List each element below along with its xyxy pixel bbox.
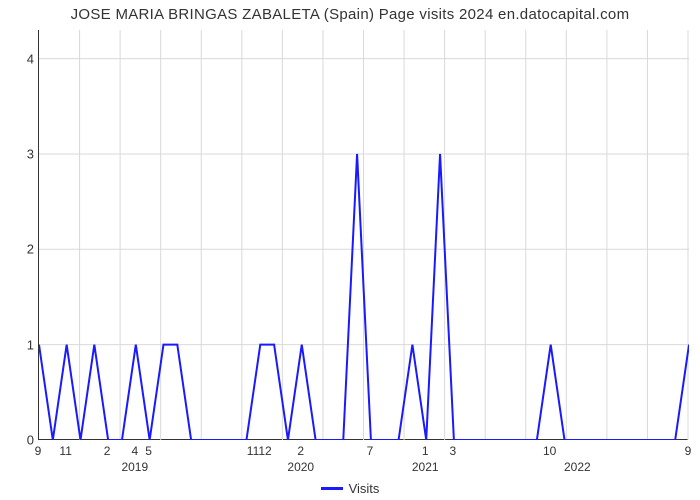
- x-tick-label: 9: [35, 444, 42, 458]
- x-tick-label: 9: [685, 444, 692, 458]
- x-tick-label: 3: [450, 444, 457, 458]
- y-tick-label: 4: [27, 51, 34, 66]
- x-year-label: 2021: [412, 460, 439, 474]
- x-year-label: 2019: [121, 460, 148, 474]
- x-tick-label: 2: [297, 444, 304, 458]
- x-tick-label: 1: [422, 444, 429, 458]
- legend: Visits: [0, 477, 700, 496]
- x-year-label: 2020: [287, 460, 314, 474]
- chart-svg: [39, 30, 689, 440]
- y-tick-label: 3: [27, 146, 34, 161]
- x-tick-label: 7: [367, 444, 374, 458]
- x-tick-label: 5: [145, 444, 152, 458]
- x-year-label: 2022: [564, 460, 591, 474]
- plot-area: [38, 30, 688, 440]
- x-tick-label: 2: [104, 444, 111, 458]
- x-tick-label: 10: [543, 444, 556, 458]
- x-tick-label: 11: [59, 444, 71, 458]
- y-tick-label: 2: [27, 242, 34, 257]
- legend-swatch: [321, 487, 343, 490]
- legend-label: Visits: [349, 481, 380, 496]
- y-tick-label: 1: [27, 337, 34, 352]
- x-tick-label: 1112: [247, 444, 272, 458]
- y-tick-label: 0: [27, 433, 34, 448]
- x-tick-label: 4: [131, 444, 138, 458]
- chart-title: JOSE MARIA BRINGAS ZABALETA (Spain) Page…: [0, 6, 700, 23]
